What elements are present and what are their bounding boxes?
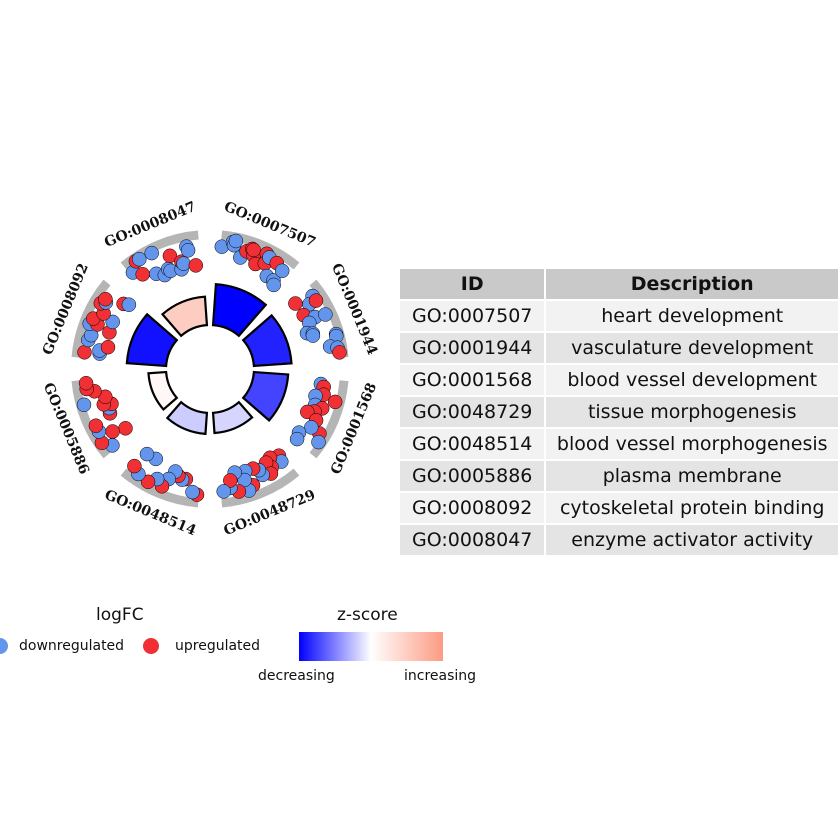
table-cell-id: GO:0048729	[400, 397, 545, 427]
upregulated-point	[105, 424, 120, 439]
table-row: GO:0048729 tissue morphogenesis	[400, 397, 838, 427]
go-term-sector: GO:0008047	[102, 199, 209, 338]
upregulated-point	[327, 394, 343, 410]
upregulated-point	[127, 458, 142, 474]
upregulated-point	[118, 421, 133, 436]
table-cell-description: enzyme activator activity	[546, 525, 838, 555]
downregulated-point	[228, 233, 244, 249]
upregulated-point	[246, 242, 261, 258]
upregulated-point	[162, 248, 178, 264]
table-cell-id: GO:0048514	[400, 429, 545, 459]
downregulated-point	[266, 277, 281, 293]
downregulated-point	[176, 256, 191, 271]
downregulated-point	[185, 484, 200, 500]
table-cell-id: GO:0001944	[400, 333, 545, 363]
table-cell-id: GO:0007507	[400, 301, 545, 331]
downregulated-point	[139, 446, 155, 462]
zscore-bar	[160, 295, 209, 338]
table-cell-description: heart development	[546, 301, 838, 331]
go-term-sector: GO:0048514	[102, 400, 209, 539]
table-cell-description: blood vessel development	[546, 365, 838, 395]
table-cell-id: GO:0005886	[400, 461, 545, 491]
downregulated-point	[144, 245, 159, 261]
zscore-high-label: increasing	[404, 668, 477, 684]
table-cell-description: tissue morphogenesis	[546, 397, 838, 427]
table-cell-description: cytoskeletal protein binding	[546, 493, 838, 523]
upregulated-point	[78, 375, 94, 391]
upregulated-point	[98, 291, 113, 307]
header-description: Description	[546, 269, 838, 299]
upregulated-point	[188, 258, 204, 273]
downregulated-point	[132, 251, 147, 267]
downregulated-point	[289, 431, 305, 447]
logfc-legend-title: logFC	[96, 605, 144, 625]
upregulated-point	[140, 474, 156, 490]
go-term-table: ID Description GO:0007507 heart developme…	[400, 267, 840, 557]
upregulated-point	[88, 418, 104, 433]
table-row: GO:0005886 plasma membrane	[400, 461, 838, 491]
table-row: GO:0001944 vasculature development	[400, 333, 838, 363]
downregulated-point	[305, 328, 321, 343]
downregulated-label: downregulated	[19, 638, 125, 654]
table-cell-id: GO:0001568	[400, 365, 545, 395]
table-row: GO:0048514 blood vessel morphogenesis	[400, 429, 838, 459]
zscore-bar	[147, 370, 179, 412]
table-cell-id: GO:0008047	[400, 525, 545, 555]
downregulated-point	[105, 314, 120, 330]
go-term-label: GO:0048514	[102, 487, 198, 539]
zscore-bar	[125, 312, 179, 368]
table-cell-description: vasculature development	[546, 333, 838, 363]
logfc-band-outer	[120, 230, 199, 269]
downregulated-dot	[0, 638, 8, 654]
upregulated-dot	[143, 638, 159, 654]
upregulated-point	[135, 267, 150, 282]
table-cell-description: plasma membrane	[546, 461, 838, 491]
zscore-bar	[211, 400, 254, 435]
table-row: GO:0001568 blood vessel development	[400, 365, 838, 395]
downregulated-point	[311, 434, 326, 450]
downregulated-point	[216, 484, 231, 499]
zscore-legend-title: z-score	[337, 605, 398, 625]
downregulated-point	[318, 307, 333, 322]
downregulated-point	[180, 243, 196, 258]
table-header-row: ID Description	[400, 269, 838, 299]
zscore-bar	[241, 313, 293, 368]
zscore-gradient-bar	[299, 632, 443, 661]
zscore-low-label: decreasing	[258, 668, 335, 684]
table-row: GO:0008047 enzyme activator activity	[400, 525, 838, 555]
upregulated-point	[308, 293, 324, 308]
zscore-bar	[165, 400, 209, 436]
logfc-band-outer	[71, 279, 110, 358]
upregulated-point	[288, 296, 303, 311]
table-cell-description: blood vessel morphogenesis	[546, 429, 838, 459]
go-term-sector: GO:0048729	[211, 400, 318, 539]
downregulated-point	[121, 297, 137, 312]
table-cell-id: GO:0008092	[400, 493, 545, 523]
upregulated-point	[332, 345, 347, 360]
downregulated-point	[76, 397, 92, 413]
table-row: GO:0007507 heart development	[400, 301, 838, 331]
upregulated-label: upregulated	[175, 638, 261, 654]
zscore-bar	[241, 370, 290, 422]
upregulated-point	[223, 473, 238, 488]
table-row: GO:0008092 cytoskeletal protein binding	[400, 493, 838, 523]
downregulated-point	[274, 263, 290, 279]
upregulated-point	[100, 339, 116, 355]
header-id: ID	[400, 269, 545, 299]
upregulated-point	[77, 345, 92, 360]
downregulated-point	[304, 420, 319, 435]
logfc-band-outer	[120, 469, 199, 508]
zscore-bar	[211, 283, 268, 338]
